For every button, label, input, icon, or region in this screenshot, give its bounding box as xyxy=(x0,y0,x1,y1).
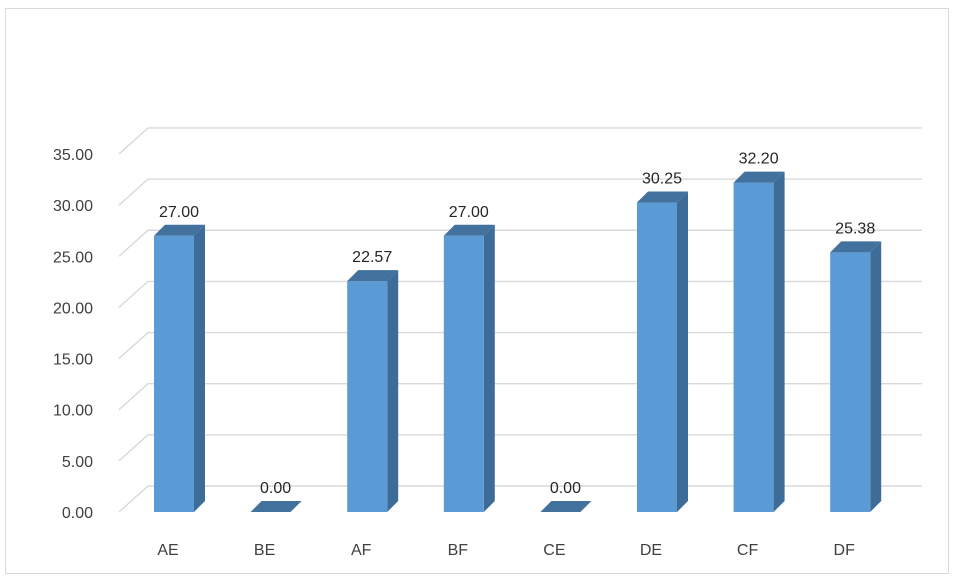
x-tick-label: BE xyxy=(254,542,275,559)
x-tick-label: AF xyxy=(351,542,372,559)
bar-de xyxy=(637,191,688,513)
data-label: 27.00 xyxy=(449,204,489,221)
x-tick-label: CE xyxy=(543,542,565,559)
data-label: 30.25 xyxy=(642,171,682,188)
x-tick-label: CF xyxy=(737,542,759,559)
gridline xyxy=(118,485,922,513)
x-tick-label: DF xyxy=(834,542,856,559)
bar-ae xyxy=(154,224,205,513)
bar-front xyxy=(733,182,774,512)
y-tick-label: 15.00 xyxy=(53,352,93,369)
bar-side xyxy=(194,224,205,513)
x-tick-label: AE xyxy=(157,542,178,559)
bar-be xyxy=(250,501,302,512)
y-tick-label: 10.00 xyxy=(53,403,93,420)
y-tick-label: 25.00 xyxy=(53,249,93,266)
bar-top xyxy=(443,224,495,236)
bar-top xyxy=(250,501,302,512)
data-label: 22.57 xyxy=(352,249,392,266)
bar-top xyxy=(830,241,882,253)
bar-front xyxy=(830,252,871,512)
bar-top xyxy=(347,270,399,282)
bar-front xyxy=(443,235,484,513)
gridline xyxy=(118,127,922,155)
bar-side xyxy=(870,241,882,512)
bar-df xyxy=(830,241,882,512)
bar-side xyxy=(773,171,785,512)
bar-front xyxy=(347,281,388,512)
data-label: 32.20 xyxy=(739,151,779,168)
data-label: 25.38 xyxy=(835,220,875,237)
bar-front xyxy=(154,235,194,513)
data-label: 27.00 xyxy=(159,204,199,221)
bar-front xyxy=(637,202,677,513)
y-tick-label: 20.00 xyxy=(53,300,93,317)
gridlines xyxy=(118,127,922,513)
bar-side xyxy=(483,224,495,513)
y-tick-label: 0.00 xyxy=(62,505,93,522)
x-tick-label: BF xyxy=(448,542,469,559)
data-label: 0.00 xyxy=(550,480,581,497)
gridline xyxy=(118,383,922,411)
bars xyxy=(154,171,882,513)
gridline xyxy=(118,178,922,206)
y-axis-tick-labels: 0.00 5.00 10.00 15.00 20.00 25.00 30.00 35.00 xyxy=(53,147,93,522)
bar-top xyxy=(540,501,592,512)
x-tick-label: DE xyxy=(640,542,662,559)
gridline xyxy=(118,434,922,462)
bar-af xyxy=(347,270,399,512)
bar-side xyxy=(677,191,688,513)
bar-top xyxy=(733,171,785,183)
bar-top xyxy=(637,191,688,203)
y-tick-label: 35.00 xyxy=(53,147,93,164)
data-label: 0.00 xyxy=(260,480,291,497)
y-tick-label: 5.00 xyxy=(62,454,93,471)
gridline xyxy=(118,280,922,308)
gridline xyxy=(118,229,922,257)
bar-ce xyxy=(540,501,592,512)
x-axis-tick-labels: AE BE AF BF CE DE CF DF xyxy=(157,542,855,559)
gridline xyxy=(118,331,922,360)
bar-top xyxy=(154,224,205,236)
bar-bf xyxy=(443,224,495,513)
bar-cf xyxy=(733,171,785,512)
data-labels: 27.00 0.00 22.57 27.00 0.00 30.25 32.20 25.38 xyxy=(159,151,875,497)
bar-side xyxy=(387,270,399,512)
y-tick-label: 30.00 xyxy=(53,198,93,215)
